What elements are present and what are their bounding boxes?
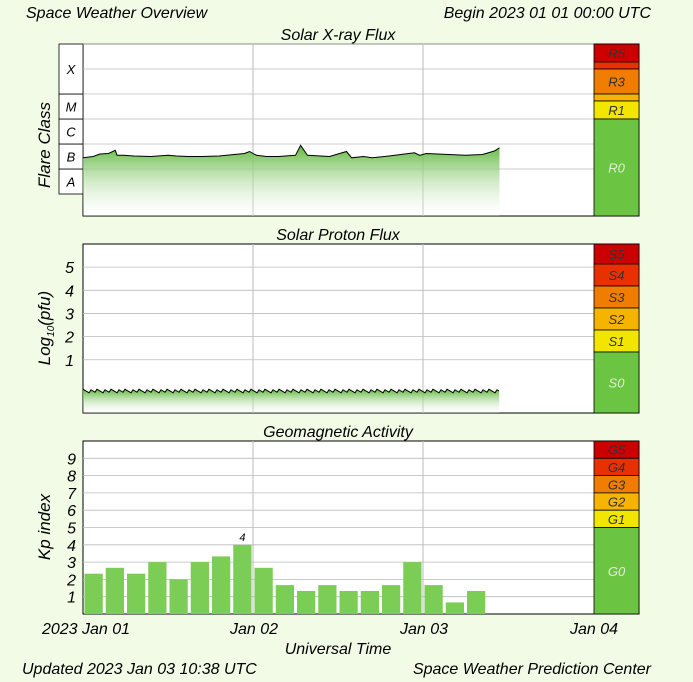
xray-class-box: [58, 93, 84, 120]
geomag-title: Geomagnetic Activity: [263, 424, 414, 441]
geomag-y-tick: 1: [67, 590, 76, 607]
kp-bar: [445, 602, 464, 614]
xray-class-box: [58, 43, 84, 95]
proton-y-tick: 1: [65, 353, 74, 370]
xray-class-box: [58, 168, 84, 195]
proton-panel: 1 2 3 4 5 S5 S4 S3 S2 S1 S0: [64, 243, 640, 414]
xray-class-label: C: [66, 125, 76, 140]
geomag-y-tick: 2: [66, 572, 76, 589]
kp-bar: [318, 585, 337, 614]
xray-class-label: B: [67, 150, 76, 165]
kp-bar: [127, 573, 146, 614]
geomag-y-tick: 9: [67, 451, 76, 468]
xray-scale-band: [593, 68, 640, 95]
kp-bar: [467, 590, 486, 614]
xray-scale-band: [593, 118, 640, 217]
geomag-scale-label: G4: [608, 460, 625, 475]
prediction-center: Space Weather Prediction Center: [413, 661, 652, 678]
kp-bar: [424, 585, 443, 614]
geomag-y-tick: 4: [67, 538, 76, 555]
geomag-scale-label: G2: [608, 495, 626, 510]
kp-bar: [339, 590, 358, 614]
kp-bar: [105, 567, 124, 614]
xray-class-label: A: [66, 175, 76, 190]
proton-flux-line: [82, 388, 500, 394]
proton-ylabel-unit: (pfu): [35, 291, 54, 326]
proton-ylabel-sub: 10: [46, 325, 57, 337]
proton-title: Solar Proton Flux: [276, 227, 401, 244]
xray-scale-label: R5: [608, 46, 625, 61]
kp-bar: [254, 567, 273, 614]
proton-scale-label: S0: [609, 376, 626, 391]
proton-scale-label: S1: [609, 334, 625, 349]
proton-plot-area: [82, 243, 640, 414]
updated-time: Updated 2023 Jan 03 10:38 UTC: [22, 661, 257, 678]
xray-title: Solar X-ray Flux: [281, 27, 397, 44]
x-tick-0: 2023 Jan 01: [41, 621, 130, 638]
geomag-scale-label: G1: [608, 512, 625, 527]
geomag-y-tick: 8: [67, 469, 76, 486]
kp-bar: [148, 562, 167, 614]
proton-scale-label: S4: [609, 268, 625, 283]
xray-scale-label: R0: [608, 161, 625, 176]
kp-bar: [360, 590, 379, 614]
proton-scale-label: S5: [609, 247, 626, 262]
proton-scale-band: [593, 351, 640, 414]
xray-class-box: [58, 118, 84, 145]
kp-bar: [275, 585, 294, 614]
xray-class-label: M: [66, 100, 77, 115]
xray-class-box: [58, 143, 84, 170]
page-title: Space Weather Overview: [26, 5, 209, 22]
x-tick-2: Jan 03: [399, 621, 448, 638]
proton-ylabel: Log10(pfu): [35, 291, 57, 365]
kp-bar: [382, 585, 401, 614]
x-axis-label: Universal Time: [285, 641, 392, 658]
proton-y-tick: 4: [65, 283, 74, 300]
geomag-y-tick: 7: [67, 486, 77, 503]
geomag-scale-band: [593, 527, 640, 615]
kp-bar: [297, 590, 316, 614]
geomag-y-tick: 5: [67, 521, 76, 538]
proton-flux-area: [83, 389, 500, 413]
x-tick-3: Jan 04: [569, 621, 618, 638]
proton-scale-label: S3: [609, 290, 626, 305]
xray-ylabel: Flare Class: [35, 102, 54, 188]
geomag-y-tick: 6: [67, 503, 76, 520]
xray-scale-label: R1: [608, 103, 625, 118]
xray-flux-area: [83, 145, 500, 216]
xray-scale-band: [593, 93, 640, 102]
begin-time: Begin 2023 01 01 00:00 UTC: [444, 5, 652, 22]
xray-scale-band: [593, 61, 640, 70]
kp-bar: [169, 579, 188, 614]
proton-ylabel-main: Log: [35, 336, 54, 365]
xray-class-label: X: [66, 62, 77, 77]
kp-bar: [212, 556, 231, 614]
xray-scale-label: R3: [608, 75, 625, 90]
kp-bar: [403, 562, 422, 614]
proton-y-tick: 3: [65, 306, 74, 323]
proton-scale-label: S2: [609, 312, 626, 327]
proton-y-tick: 2: [64, 330, 74, 347]
kp-bar: [84, 573, 103, 614]
xray-flux-line: [82, 144, 500, 159]
kp-max-label: 4: [239, 532, 245, 544]
geomag-scale-label: G0: [608, 564, 626, 579]
x-tick-1: Jan 02: [229, 621, 278, 638]
geomag-scale-label: G5: [608, 443, 626, 458]
kp-bar: [233, 544, 252, 614]
proton-y-tick: 5: [65, 260, 74, 277]
geomag-ylabel: Kp index: [35, 493, 54, 560]
geomag-y-tick: 3: [67, 555, 76, 572]
kp-bar: [190, 562, 209, 614]
geomag-scale-label: G3: [608, 477, 626, 492]
